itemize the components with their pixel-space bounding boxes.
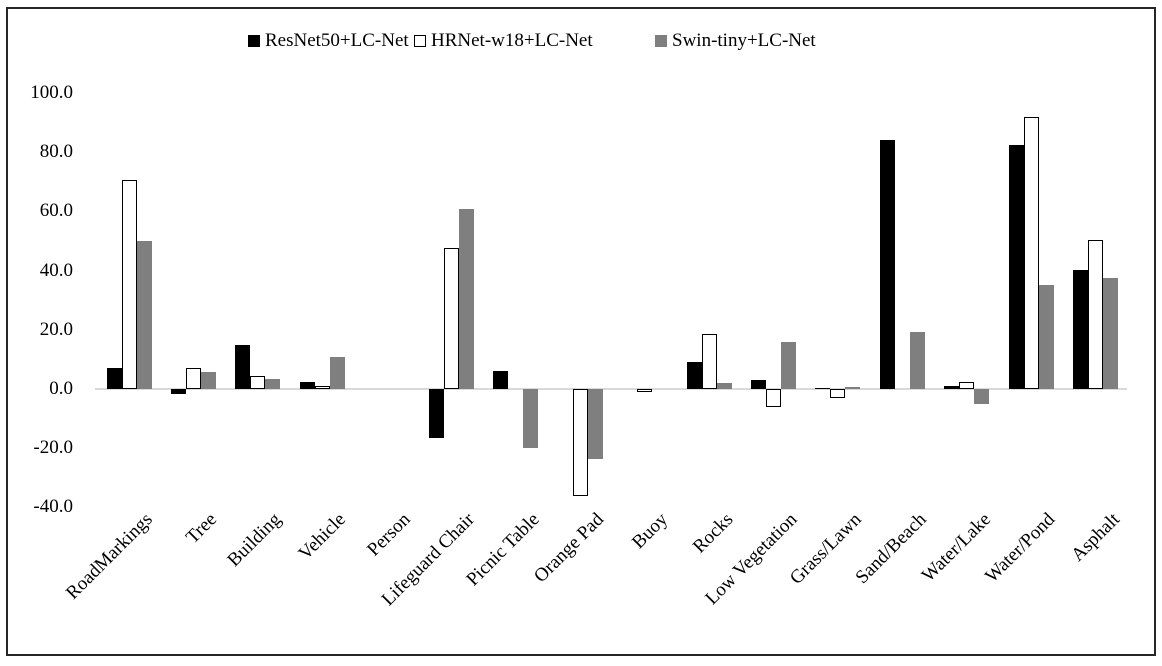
bar-hrnet-w18-lc-net-rocks [701,334,717,389]
bar-resnet50-lc-net-water-lake [944,386,960,389]
bar-swin-tiny-lc-net-roadmarkings [136,241,152,389]
x-axis-category-label: Orange Pad [530,509,609,587]
bar-swin-tiny-lc-net-building [265,378,281,389]
bar-hrnet-w18-lc-net-tree [185,367,201,389]
y-axis-tick-label: 100.0 [30,82,73,103]
y-axis-tick-label: 20.0 [39,318,73,340]
bar-resnet50-lc-net-lifeguard-chair [428,389,444,438]
bar-hrnet-w18-lc-net-water-lake [959,381,975,389]
bar-swin-tiny-lc-net-low-vegetation [781,341,796,389]
bar-hrnet-w18-lc-net-low-vegetation [766,389,781,408]
y-axis-tick-label: 80.0 [39,141,73,163]
bar-swin-tiny-lc-net-water-pond [1038,285,1054,389]
y-axis-tick-label: -40.0 [33,496,73,518]
bar-swin-tiny-lc-net-water-lake [974,389,990,405]
legend: ResNet50+LC-Net HRNet-w18+LC-Net Swin-ti… [0,0,1162,60]
bar-swin-tiny-lc-net-asphalt [1103,277,1119,389]
x-axis-category-label: Vehicle [295,509,351,565]
bar-swin-tiny-lc-net-lifeguard-chair [458,209,474,389]
legend-swatch-black-square-icon [248,35,260,47]
bar-resnet50-lc-net-water-pond [1008,145,1024,389]
bar-resnet50-lc-net-sand-beach [879,140,895,389]
bar-swin-tiny-lc-net-tree [200,371,216,389]
bar-resnet50-lc-net-roadmarkings [106,367,122,389]
bar-hrnet-w18-lc-net-grass-lawn [830,389,846,398]
bar-resnet50-lc-net-low-vegetation [751,379,766,389]
bar-hrnet-w18-lc-net-roadmarkings [121,180,137,389]
bar-resnet50-lc-net-tree [170,389,186,395]
x-axis-category-label: Buoy [628,509,673,553]
bar-hrnet-w18-lc-net-vehicle [314,386,330,389]
x-axis-category-label: Tree [182,509,222,548]
bar-swin-tiny-lc-net-picnic-table [523,389,539,449]
bar-swin-tiny-lc-net-orange-pad [587,389,603,460]
bar-hrnet-w18-lc-net-buoy [637,389,653,392]
legend-swatch-white-square-icon [414,35,426,47]
bar-resnet50-lc-net-vehicle [299,381,315,389]
bar-swin-tiny-lc-net-vehicle [329,357,345,389]
legend-item-swin-tiny: Swin-tiny+LC-Net [655,30,816,52]
legend-label: Swin-tiny+LC-Net [672,30,816,51]
bar-resnet50-lc-net-grass-lawn [815,387,831,390]
bar-swin-tiny-lc-net-sand-beach [909,331,925,389]
bar-hrnet-w18-lc-net-asphalt [1088,239,1104,389]
bar-resnet50-lc-net-asphalt [1073,270,1089,389]
y-axis-tick-label: 0.0 [49,378,73,399]
bar-swin-tiny-lc-net-rocks [716,383,732,389]
y-axis-tick-label: -20.0 [33,437,73,459]
x-axis-category-label: Asphalt [1066,509,1124,566]
bar-swin-tiny-lc-net-grass-lawn [845,386,861,389]
x-axis-category-label: Building [223,509,286,571]
legend-label: HRNet-w18+LC-Net [431,30,593,51]
x-axis-zero-line [95,387,1127,391]
y-axis-tick-label: 40.0 [39,259,73,281]
bar-resnet50-lc-net-picnic-table [493,371,509,389]
legend-swatch-gray-square-icon [655,35,667,47]
x-axis-category-label: Rocks [688,509,737,558]
bar-hrnet-w18-lc-net-building [250,376,266,389]
bar-resnet50-lc-net-rocks [686,362,702,389]
chart-frame [6,7,1156,656]
bar-resnet50-lc-net-building [235,345,251,389]
x-axis-category-label: RoadMarkings [62,509,157,604]
legend-item-resnet50: ResNet50+LC-Net [248,30,409,52]
bar-hrnet-w18-lc-net-lifeguard-chair [443,247,459,389]
y-axis-tick-label: 60.0 [39,200,73,222]
bar-hrnet-w18-lc-net-water-pond [1023,116,1039,389]
bar-hrnet-w18-lc-net-orange-pad [572,389,588,497]
legend-item-hrnet-w18: HRNet-w18+LC-Net [414,30,593,52]
x-axis-category-label: Water/Pond [981,509,1060,587]
legend-label: ResNet50+LC-Net [265,30,409,51]
x-axis-category-label: Person [363,509,415,561]
